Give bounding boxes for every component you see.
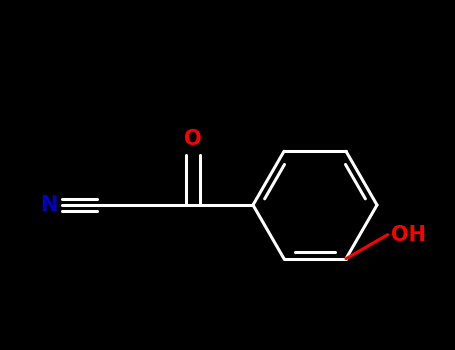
Text: OH: OH (390, 225, 425, 245)
Text: N: N (40, 195, 58, 215)
Text: O: O (184, 129, 202, 149)
